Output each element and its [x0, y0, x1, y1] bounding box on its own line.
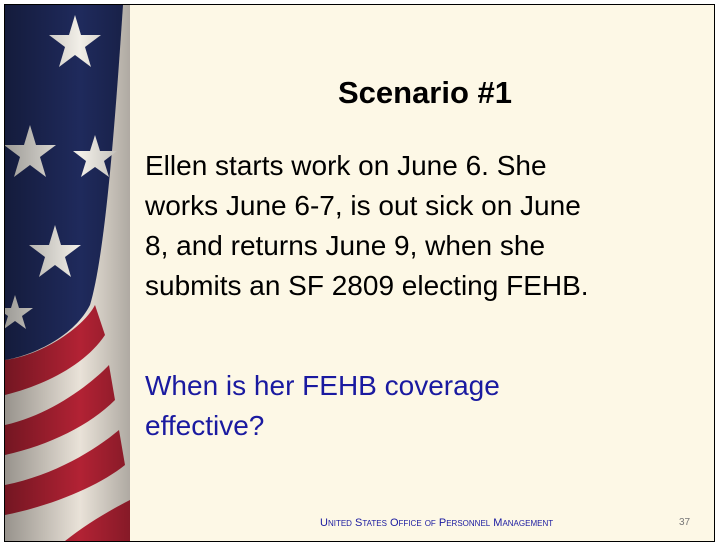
slide-title: Scenario #1	[125, 75, 715, 111]
slide: Scenario #1 Ellen starts work on June 6.…	[4, 4, 715, 542]
footer: United States Office of Personnel Manage…	[320, 517, 553, 529]
page: Scenario #1 Ellen starts work on June 6.…	[0, 0, 719, 544]
body-text: submits an SF 2809 electing FEHB.	[145, 270, 589, 302]
question-text: effective?	[145, 410, 264, 442]
flag-image	[5, 5, 130, 541]
body-text: Ellen starts work on June 6. She	[145, 150, 547, 182]
question-text: When is her FEHB coverage	[145, 370, 500, 402]
body-text: 8, and returns June 9, when she	[145, 230, 545, 262]
page-number: 37	[679, 517, 690, 528]
body-text: works June 6-7, is out sick on June	[145, 190, 581, 222]
